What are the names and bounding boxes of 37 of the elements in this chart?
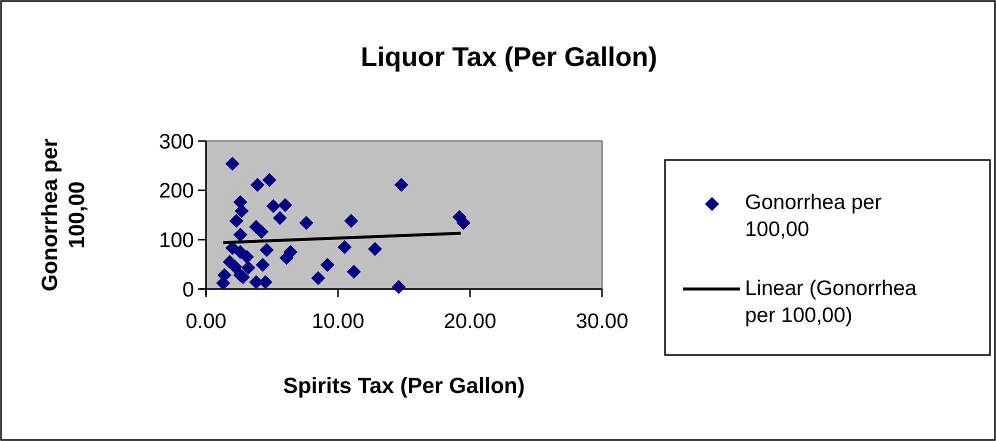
legend-label: Gonorrhea per 100,00 bbox=[745, 191, 882, 241]
point bbox=[272, 210, 287, 225]
point bbox=[392, 280, 406, 294]
point bbox=[256, 258, 270, 272]
point bbox=[278, 198, 292, 212]
point bbox=[233, 228, 248, 242]
chart-title: Liquor Tax (Per Gallon) bbox=[360, 42, 658, 72]
point bbox=[338, 240, 352, 254]
point bbox=[320, 258, 334, 272]
point bbox=[344, 214, 358, 228]
point bbox=[368, 242, 382, 256]
point bbox=[262, 172, 276, 187]
point bbox=[240, 250, 254, 264]
point bbox=[241, 260, 256, 275]
y-tick-label: 100 bbox=[158, 229, 194, 252]
y-tick-label: 0 bbox=[182, 278, 194, 302]
point bbox=[260, 243, 274, 258]
point bbox=[250, 178, 264, 192]
point bbox=[254, 224, 268, 239]
point bbox=[299, 216, 314, 230]
point bbox=[346, 264, 361, 279]
point bbox=[225, 156, 240, 171]
x-tick-label: 20.00 bbox=[444, 310, 496, 333]
x-tick-label: 30.00 bbox=[576, 310, 628, 333]
legend-label: Linear (Gonorrhea per 100,00) bbox=[745, 277, 917, 327]
point bbox=[266, 199, 280, 214]
point bbox=[311, 271, 326, 286]
point bbox=[394, 178, 408, 192]
x-axis-title: Spirits Tax (Per Gallon) bbox=[283, 373, 525, 398]
point bbox=[229, 214, 244, 228]
point bbox=[234, 204, 249, 218]
y-axis-title: Gonorrhea per 100,00 bbox=[37, 138, 89, 292]
y-tick-label: 200 bbox=[158, 180, 194, 203]
x-tick-label: 10.00 bbox=[312, 310, 364, 333]
x-tick-label: 0.00 bbox=[186, 310, 226, 333]
point bbox=[228, 260, 242, 274]
y-tick-label: 300 bbox=[158, 130, 194, 154]
